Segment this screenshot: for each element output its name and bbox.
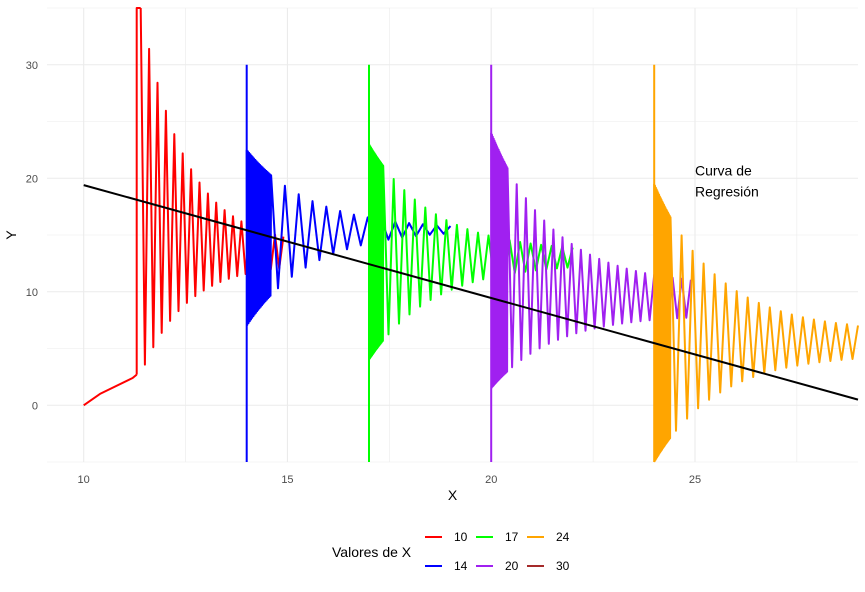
series-layer (83, 7, 859, 463)
y-tick-label: 20 (26, 173, 38, 185)
series-line (83, 373, 138, 407)
regression-layer (83, 184, 859, 401)
x-tick-label: 15 (281, 474, 293, 486)
legend-item-24: 24 (527, 530, 570, 544)
grid (47, 7, 858, 463)
x-tick-label: 10 (78, 474, 90, 486)
legend-label: 20 (505, 559, 519, 573)
x-axis-label: X (448, 487, 458, 503)
y-tick-label: 10 (26, 287, 38, 299)
x-tick-label: 20 (485, 474, 497, 486)
legend-label: 17 (505, 530, 519, 544)
legend-label: 14 (454, 559, 468, 573)
regression-line (83, 184, 859, 401)
series-14 (245, 64, 452, 462)
regression-annotation: Curva de Regresión (695, 163, 759, 200)
series-oscillation (653, 183, 859, 463)
x-tick-label: 25 (689, 474, 701, 486)
series-24 (653, 64, 859, 463)
legend-label: 10 (454, 530, 468, 544)
legend-item-20: 20 (476, 559, 519, 573)
legend-label: 30 (556, 559, 570, 573)
legend-item-17: 17 (476, 530, 519, 544)
annotation-line-1: Curva de (695, 163, 752, 179)
annotation-line-2: Regresión (695, 184, 759, 200)
legend-item-10: 10 (425, 530, 468, 544)
y-tick-label: 30 (26, 60, 38, 72)
series-oscillation (490, 132, 692, 389)
legend-title: Valores de X (332, 544, 412, 560)
legend-label: 24 (556, 530, 570, 544)
tick-labels: 10 15 20 25 0 10 20 30 (26, 60, 701, 486)
y-tick-label: 0 (32, 400, 38, 412)
legend-item-30: 30 (527, 559, 570, 573)
legend-item-14: 14 (425, 559, 468, 573)
series-20 (490, 64, 692, 462)
series-line (135, 7, 141, 375)
y-axis-label: Y (3, 230, 19, 240)
legend: Valores de X 10 14 17 20 24 30 (332, 530, 570, 573)
